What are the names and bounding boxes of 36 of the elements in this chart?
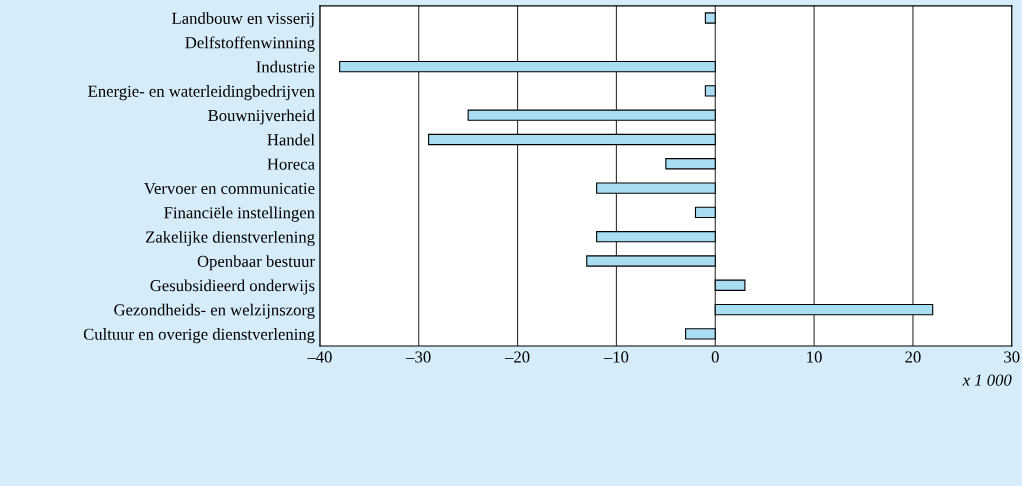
y-tick-label: Vervoer en communicatie <box>143 182 315 195</box>
x-tick-label: –20 <box>504 351 530 363</box>
y-tick-label: Industrie <box>256 60 315 73</box>
bar <box>714 303 934 316</box>
x-tick-label: 30 <box>1004 351 1020 363</box>
bar <box>704 12 716 24</box>
bar <box>704 85 716 97</box>
x-tick-label: –40 <box>307 351 332 363</box>
y-tick-label: Landbouw en visserij <box>172 12 314 28</box>
y-tick-label: Openbaar bestuur <box>197 255 315 271</box>
bar <box>596 231 716 243</box>
y-tick-label: Energie- en waterleidingbedrijven <box>88 85 315 101</box>
bar <box>596 182 716 194</box>
y-tick-label: Gesubsidieerd onderwijs <box>150 279 315 295</box>
bar <box>665 158 716 170</box>
bar <box>467 109 716 121</box>
x-tick-label: –10 <box>603 351 629 363</box>
y-tick-label: Delfstoffenwinning <box>185 36 315 52</box>
x-tick-label: 20 <box>905 351 921 363</box>
y-tick-label: Gezondheids- en welzijnszorg <box>114 303 315 319</box>
y-tick-label: Zakelijke dienstverlening <box>145 230 315 247</box>
bar <box>339 60 716 73</box>
bar <box>428 133 716 146</box>
x-tick-label: 10 <box>807 351 822 363</box>
y-tick-label: Horeca <box>267 158 315 170</box>
x-tick-label: –30 <box>406 351 431 363</box>
y-tick-label: Bouwnijverheid <box>208 109 315 125</box>
bar <box>714 279 746 291</box>
bar <box>694 206 716 219</box>
y-tick-label: Handel <box>267 133 315 146</box>
x-tick-label: 0 <box>711 351 719 363</box>
y-tick-label: Cultuur en overige dienstverlening <box>83 328 315 344</box>
text: x 1 000 <box>962 374 1012 386</box>
bar <box>586 255 716 267</box>
y-tick-label: Financiële instellingen <box>164 206 315 222</box>
bar <box>685 328 716 340</box>
